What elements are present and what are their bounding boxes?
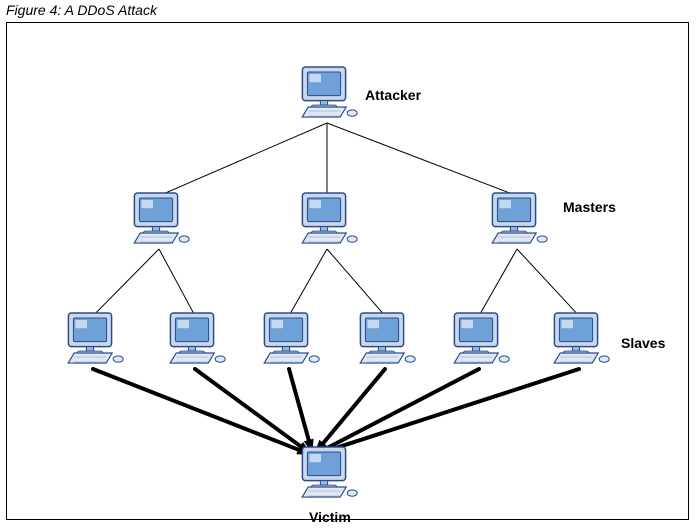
- mouse-icon: [215, 356, 225, 362]
- stand-neck-icon: [152, 227, 159, 231]
- mouse-icon: [179, 236, 189, 242]
- screen-glare-icon: [141, 200, 153, 208]
- nodes-layer: [68, 67, 609, 497]
- keyboard-icon: [264, 353, 308, 363]
- mouse-icon: [347, 236, 357, 242]
- mouse-icon: [309, 356, 319, 362]
- edge-master1-slave2: [159, 249, 195, 316]
- label-attacker: Attacker: [365, 87, 421, 103]
- edge-master3-slave5: [479, 249, 517, 316]
- mouse-icon: [499, 356, 509, 362]
- diagram-svg: [7, 23, 690, 521]
- figure-caption: Figure 4: A DDoS Attack: [6, 2, 157, 18]
- edge-attacker-master1: [159, 123, 327, 196]
- computer-slave6: [554, 313, 609, 363]
- keyboard-icon: [302, 233, 346, 243]
- computer-victim: [302, 447, 357, 497]
- stand-neck-icon: [472, 347, 479, 351]
- screen-glare-icon: [309, 200, 321, 208]
- stand-neck-icon: [378, 347, 385, 351]
- stand-neck-icon: [320, 101, 327, 105]
- screen-glare-icon: [367, 320, 379, 328]
- screen-glare-icon: [461, 320, 473, 328]
- arrows-layer: [93, 369, 579, 455]
- stand-neck-icon: [282, 347, 289, 351]
- keyboard-icon: [302, 487, 346, 497]
- computer-slave4: [360, 313, 415, 363]
- edge-attacker-master3: [327, 123, 517, 196]
- screen-glare-icon: [309, 74, 321, 82]
- screen-glare-icon: [561, 320, 573, 328]
- stand-neck-icon: [510, 227, 517, 231]
- keyboard-icon: [302, 107, 346, 117]
- computer-slave2: [170, 313, 225, 363]
- screen-glare-icon: [309, 454, 321, 462]
- screen-glare-icon: [499, 200, 511, 208]
- label-victim: Victim: [309, 509, 351, 525]
- label-masters: Masters: [563, 199, 616, 215]
- stand-neck-icon: [86, 347, 93, 351]
- computer-slave5: [454, 313, 509, 363]
- attack-arrow-slave1: [93, 369, 298, 450]
- attack-arrow-slave2: [195, 369, 300, 446]
- stand-neck-icon: [320, 227, 327, 231]
- mouse-icon: [405, 356, 415, 362]
- keyboard-icon: [134, 233, 178, 243]
- edge-master2-slave4: [327, 249, 385, 316]
- mouse-icon: [347, 490, 357, 496]
- diagram-frame: AttackerMastersSlavesVictim: [6, 22, 689, 520]
- page: Figure 4: A DDoS Attack Attacker Masters S…: [0, 0, 700, 529]
- edge-master1-slave1: [93, 249, 159, 316]
- computer-slave1: [68, 313, 123, 363]
- screen-glare-icon: [177, 320, 189, 328]
- keyboard-icon: [68, 353, 112, 363]
- mouse-icon: [347, 110, 357, 116]
- stand-neck-icon: [188, 347, 195, 351]
- keyboard-icon: [360, 353, 404, 363]
- computer-slave3: [264, 313, 319, 363]
- keyboard-icon: [170, 353, 214, 363]
- computer-attacker: [302, 67, 357, 117]
- label-slaves: Slaves: [621, 335, 665, 351]
- computer-master2: [302, 193, 357, 243]
- computer-master1: [134, 193, 189, 243]
- computer-master3: [492, 193, 547, 243]
- screen-glare-icon: [75, 320, 87, 328]
- edge-master3-slave6: [517, 249, 579, 316]
- mouse-icon: [599, 356, 609, 362]
- keyboard-icon: [492, 233, 536, 243]
- mouse-icon: [113, 356, 123, 362]
- attack-arrow-slave3: [289, 369, 309, 440]
- stand-neck-icon: [320, 481, 327, 485]
- mouse-icon: [537, 236, 547, 242]
- stand-neck-icon: [572, 347, 579, 351]
- edge-master2-slave3: [289, 249, 327, 316]
- keyboard-icon: [454, 353, 498, 363]
- screen-glare-icon: [271, 320, 283, 328]
- keyboard-icon: [554, 353, 598, 363]
